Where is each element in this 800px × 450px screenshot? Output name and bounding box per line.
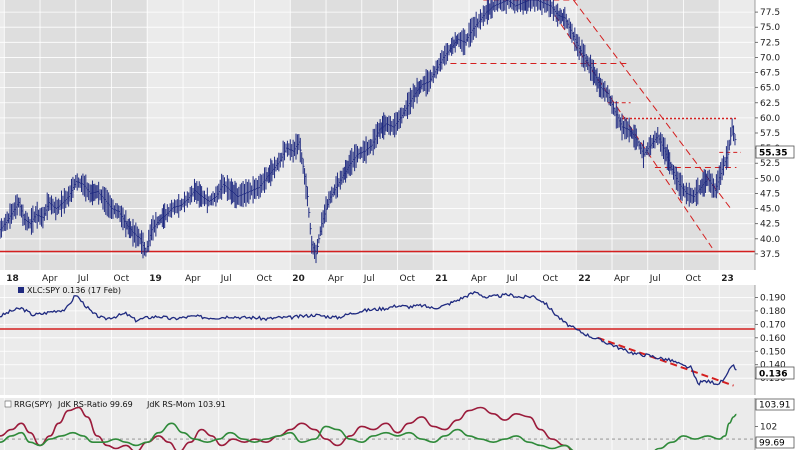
price-ytick-label: 62.5 <box>760 99 780 109</box>
rrg-mom-line <box>0 413 737 450</box>
rrg-ratio-line <box>0 406 572 450</box>
ratio-ytick-label: 0.160 <box>760 334 786 344</box>
price-ytick-label: 75.0 <box>760 23 780 33</box>
x-tick-label: Jul <box>220 274 232 284</box>
rrg-mom-value: 103.91 <box>759 401 791 411</box>
ratio-legend-swatch <box>18 287 24 293</box>
rrg-legend-ratio: JdK RS-Ratio 99.69 <box>57 400 133 409</box>
ratio-ytick-label: 0.140 <box>760 361 786 371</box>
price-last-value: 55.35 <box>759 149 787 159</box>
rrg-panel-bg <box>0 398 755 450</box>
ratio-ytick-label: 0.180 <box>760 307 786 317</box>
price-ytick-label: 45.0 <box>760 205 780 215</box>
price-ytick-label: 40.0 <box>760 235 780 245</box>
rrg-mom-value-box: 103.91 <box>755 398 795 411</box>
ratio-legend-label: XLC:SPY 0.136 (17 Feb) <box>27 286 121 295</box>
price-ytick-label: 67.5 <box>760 69 780 79</box>
ratio-downtrend <box>597 336 734 387</box>
x-tick-label: Apr <box>328 274 344 284</box>
x-tick-label: Oct <box>686 274 702 284</box>
ratio-last-value-box: 0.136 <box>755 366 795 380</box>
ratio-ytick-label: 0.150 <box>760 347 786 357</box>
x-tick-label: 18 <box>6 274 19 284</box>
price-ytick-label: 70.0 <box>760 53 780 63</box>
x-tick-label: 22 <box>578 274 591 284</box>
rrg-ratio-value: 99.69 <box>759 439 785 449</box>
rrg-ratio-value-box: 99.69 <box>755 436 795 449</box>
rrg-legend-mom: JdK RS-Mom 103.91 <box>146 400 226 409</box>
x-tick-label: Jul <box>77 274 89 284</box>
price-ytick-label: 72.5 <box>760 38 780 48</box>
x-tick-label: Oct <box>114 274 130 284</box>
price-last-value-box: 55.35 <box>755 145 795 159</box>
price-ytick-label: 60.0 <box>760 114 780 124</box>
x-tick-label: 21 <box>435 274 448 284</box>
x-tick-label: Jul <box>363 274 375 284</box>
x-tick-label: Apr <box>471 274 487 284</box>
price-ytick-label: 52.5 <box>760 159 780 169</box>
price-ytick-label: 37.5 <box>760 250 780 260</box>
ratio-panel-bg <box>0 285 755 395</box>
ratio-legend: XLC:SPY 0.136 (17 Feb) <box>18 286 121 295</box>
ratio-last-value: 0.136 <box>759 370 787 380</box>
x-tick-label: Apr <box>614 274 630 284</box>
ratio-ytick-label: 0.170 <box>760 320 786 330</box>
price-ytick-label: 57.5 <box>760 129 780 139</box>
x-tick-label: Apr <box>185 274 201 284</box>
price-ytick-label: 47.5 <box>760 189 780 199</box>
price-ytick-label: 65.0 <box>760 84 780 94</box>
ratio-ytick-label: 0.190 <box>760 293 786 303</box>
x-tick-label: Oct <box>543 274 559 284</box>
x-tick-label: Jul <box>506 274 518 284</box>
rrg-legend-prefix: RRG(SPY) <box>14 400 52 409</box>
rrg-ytick-label: 102 <box>760 422 777 432</box>
price-ytick-label: 42.5 <box>760 220 780 230</box>
x-tick-label: Jul <box>649 274 661 284</box>
ratio-series-line <box>0 291 737 386</box>
x-tick-label: Oct <box>400 274 416 284</box>
x-tick-label: 23 <box>721 274 734 284</box>
price-ytick-label: 50.0 <box>760 174 780 184</box>
x-tick-label: Apr <box>42 274 58 284</box>
rrg-legend: RRG(SPY) JdK RS-Ratio 99.69 JdK RS-Mom 1… <box>4 400 226 409</box>
x-tick-label: 19 <box>149 274 162 284</box>
price-ytick-label: 77.5 <box>760 8 780 18</box>
x-tick-label: 20 <box>292 274 305 284</box>
x-tick-label: Oct <box>257 274 273 284</box>
